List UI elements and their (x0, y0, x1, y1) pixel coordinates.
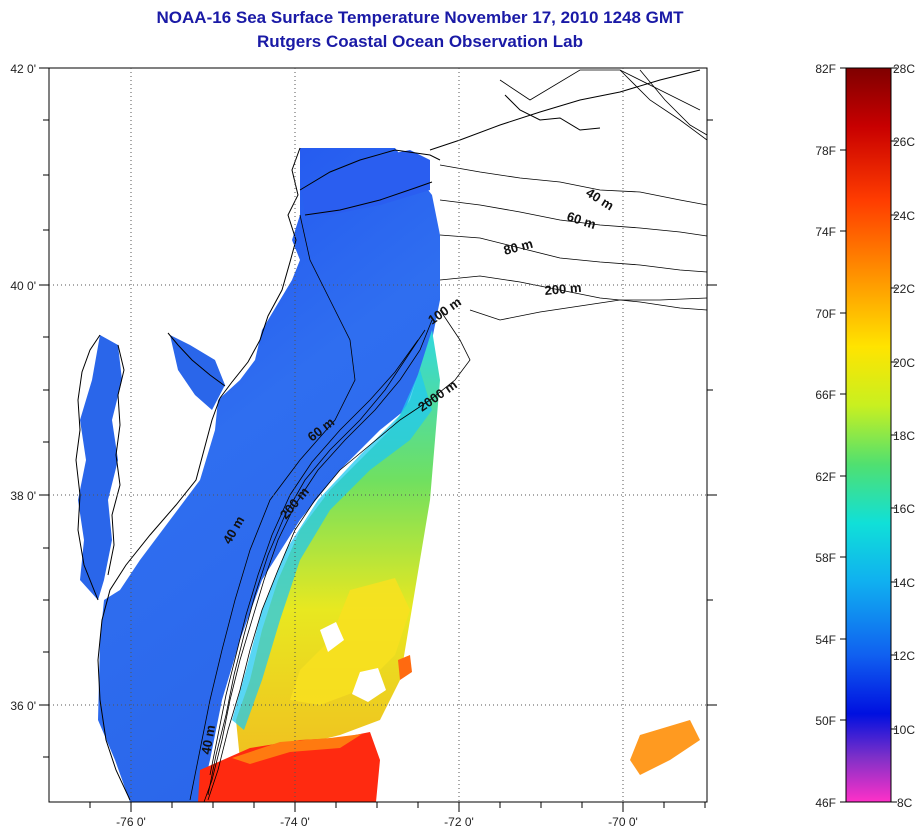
colorbar-label-62f: 62F (815, 470, 836, 484)
map-title: NOAA-16 Sea Surface Temperature November… (0, 6, 840, 54)
colorbar-label-10c: 10C (893, 723, 915, 737)
shelf-break-band (232, 370, 432, 730)
lon-label-70: -70 0' (608, 815, 638, 829)
map-frame (48, 67, 708, 803)
axis-ticks (39, 67, 717, 812)
cloud-gap (352, 668, 386, 702)
colorbar-label-26c: 26C (893, 135, 915, 149)
title-line-2: Rutgers Coastal Ocean Observation Lab (257, 32, 583, 51)
colorbar-label-24c: 24C (893, 209, 915, 223)
offshore-warm-patch (630, 720, 700, 775)
colorbar-label-82f: 82F (815, 62, 836, 76)
sst-image-layer (49, 68, 707, 802)
colorbar-label-70f: 70F (815, 307, 836, 321)
gulf-stream-orange-edge (232, 734, 362, 764)
colorbar-label-12c: 12C (893, 649, 915, 663)
colorbar-label-46f: 46F (815, 796, 836, 810)
long-island-sound-water (302, 150, 430, 215)
colorbar-label-14c: 14C (893, 576, 915, 590)
coastline (75, 69, 701, 801)
colorbar-label-18c: 18C (893, 429, 915, 443)
bathymetry-contours (189, 69, 707, 802)
shelf-water-cold (98, 148, 440, 802)
colorbar-label-50f: 50F (815, 714, 836, 728)
contour-label-80m: 80 m (502, 236, 535, 258)
lat-label-36: 36 0' (10, 699, 36, 713)
chesapeake-bay-water (78, 335, 122, 600)
lat-label-38: 38 0' (10, 489, 36, 503)
lon-label-74: -74 0' (280, 815, 310, 829)
colorbar-label-28c: 28C (893, 62, 915, 76)
gulf-stream-warm-water (198, 732, 380, 802)
colorbar-f-ticks (840, 67, 846, 803)
colorbar (845, 67, 892, 803)
colorbar-label-58f: 58F (815, 551, 836, 565)
offshore-warm-patch-2 (398, 655, 412, 680)
lon-label-76: -76 0' (116, 815, 146, 829)
colorbar-label-8c: 8C (897, 796, 913, 810)
warm-eddy (290, 578, 410, 705)
colorbar-c-ticks (891, 67, 897, 803)
cloud-gap-2 (320, 622, 344, 652)
contour-label-40m-south: 40 m (198, 724, 218, 756)
colorbar-label-74f: 74F (815, 225, 836, 239)
colorbar-label-54f: 54F (815, 633, 836, 647)
colorbar-label-20c: 20C (893, 356, 915, 370)
colorbar-label-78f: 78F (815, 144, 836, 158)
colorbar-label-16c: 16C (893, 502, 915, 516)
delaware-bay-water (170, 335, 225, 410)
lat-label-40: 40 0' (10, 279, 36, 293)
lon-label-72: -72 0' (444, 815, 474, 829)
title-line-1: NOAA-16 Sea Surface Temperature November… (156, 8, 684, 27)
graticule (49, 68, 707, 802)
colorbar-label-22c: 22C (893, 282, 915, 296)
colorbar-label-66f: 66F (815, 388, 836, 402)
lat-label-42: 42 0' (10, 62, 36, 76)
contour-label-200m-north: 200 m (544, 280, 582, 298)
